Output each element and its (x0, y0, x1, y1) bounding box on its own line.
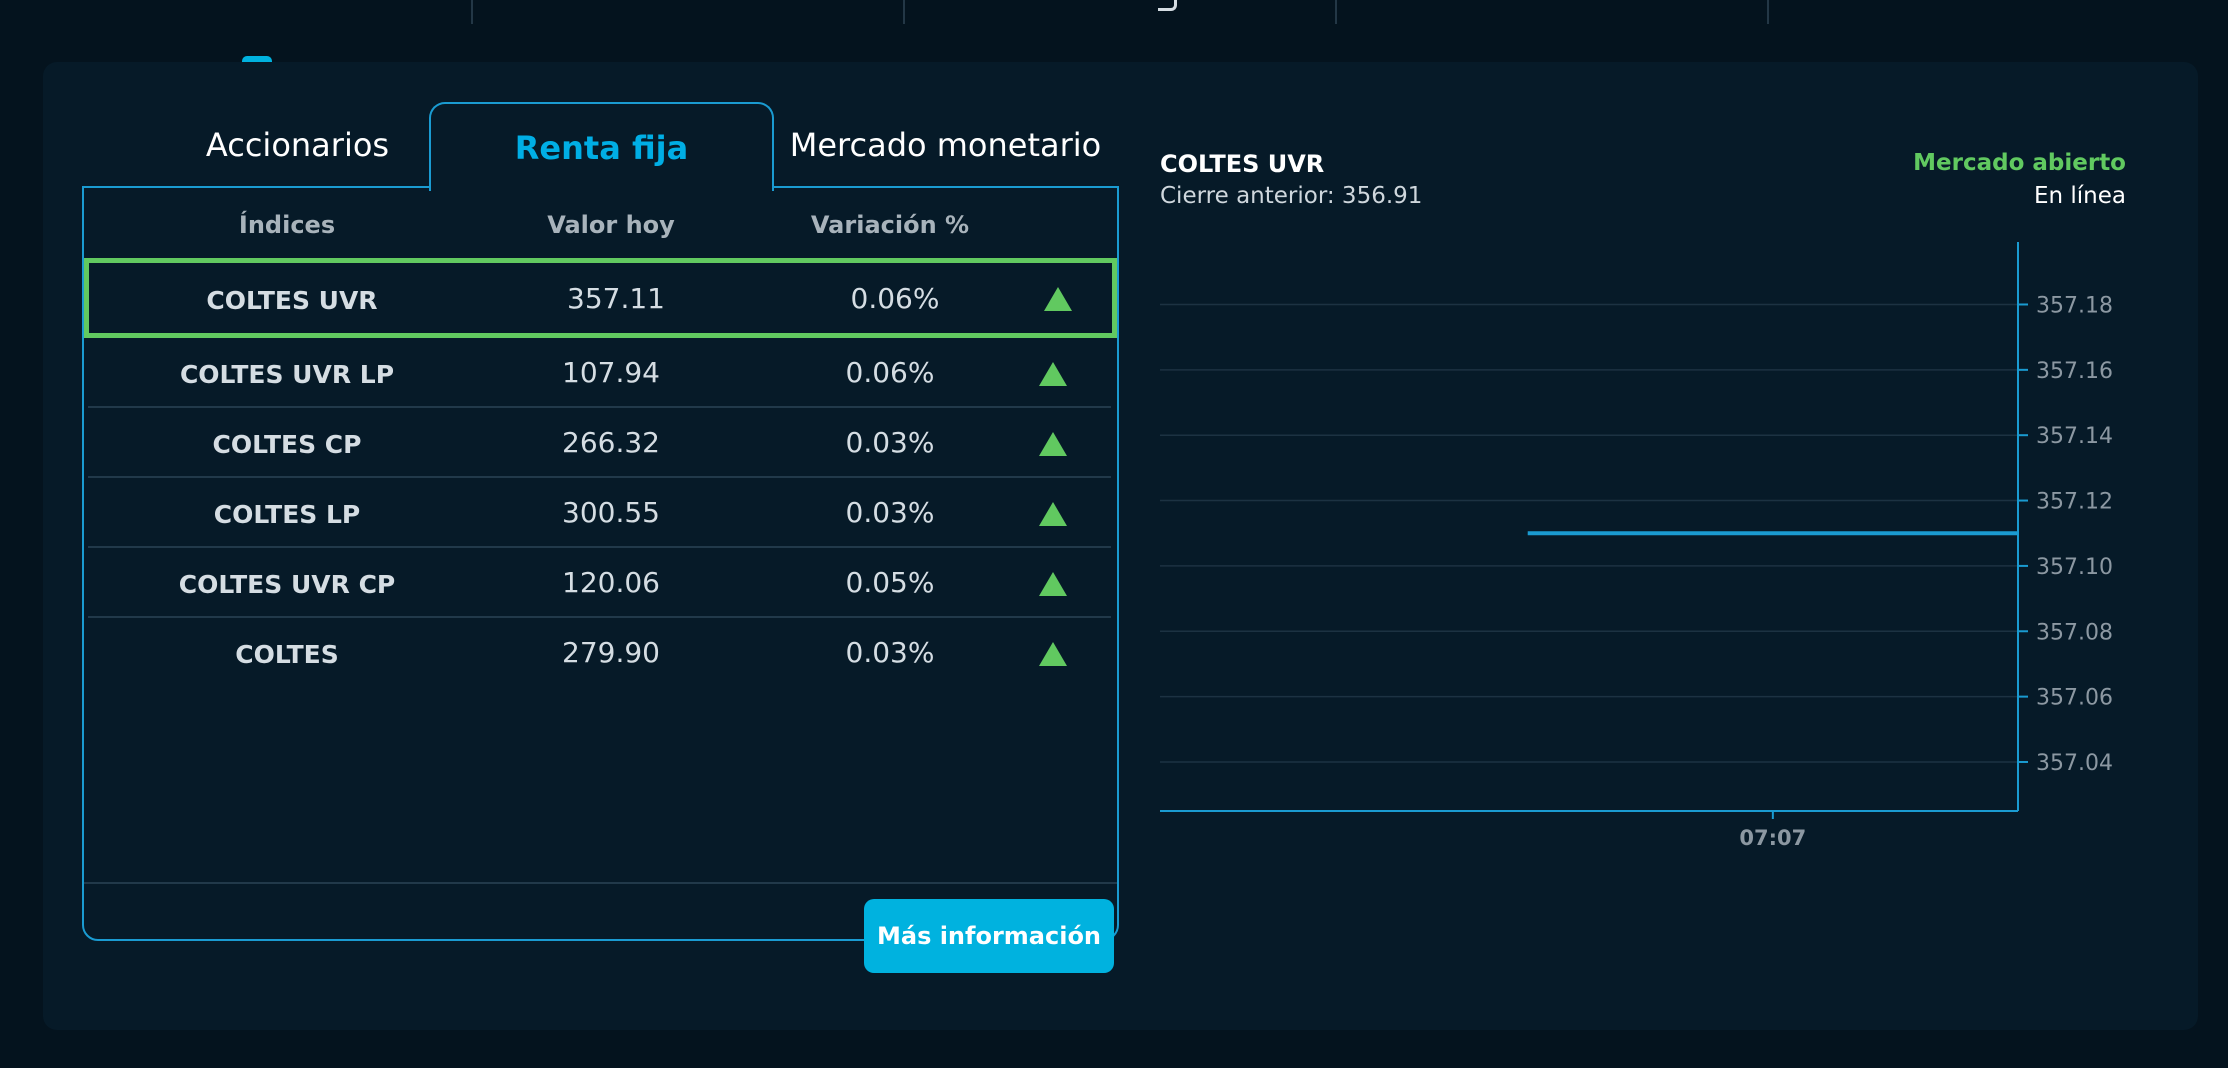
up-triangle-icon (1039, 642, 1067, 666)
active-nav-indicator (242, 56, 272, 66)
index-variation: 0.05% (845, 566, 935, 599)
index-name: COLTES CP (212, 430, 362, 459)
top-nav-divider (903, 0, 905, 24)
index-value: 279.90 (562, 636, 660, 669)
top-nav-divider (471, 0, 473, 24)
previous-close: Cierre anterior: 356.91 (1160, 183, 1423, 209)
tab-mercado-monetario[interactable]: Mercado monetario (789, 125, 1102, 164)
chart-index-title: COLTES UVR (1160, 150, 1325, 178)
up-triangle-icon (1039, 362, 1067, 386)
index-name: COLTES UVR (206, 286, 378, 315)
tab-accionarios[interactable]: Accionarios (205, 125, 390, 164)
index-value: 107.94 (562, 356, 660, 389)
top-nav-divider (1335, 0, 1337, 24)
table-footer-divider (84, 882, 1117, 884)
index-name: COLTES UVR CP (178, 570, 396, 599)
table-header: Índices Valor hoy Variación % (84, 188, 1117, 258)
table-row-selected[interactable]: COLTES UVR 357.11 0.06% (84, 258, 1117, 338)
y-tick-label: 357.10 (2036, 555, 2113, 580)
y-tick-label: 357.06 (2036, 686, 2113, 711)
index-value: 266.32 (562, 426, 660, 459)
more-info-button[interactable]: Más información (864, 899, 1114, 973)
index-name: COLTES LP (213, 500, 361, 529)
table-row[interactable]: COLTES UVR CP 120.06 0.05% (88, 548, 1111, 618)
up-triangle-icon (1044, 287, 1072, 311)
column-header-valor-hoy: Valor hoy (547, 211, 675, 239)
y-tick-label: 357.08 (2036, 620, 2113, 645)
up-triangle-icon (1039, 502, 1067, 526)
y-tick-label: 357.16 (2036, 359, 2113, 384)
index-value: 120.06 (562, 566, 660, 599)
index-value: 300.55 (562, 496, 660, 529)
top-nav-divider (1767, 0, 1769, 24)
tab-renta-fija[interactable]: Renta fija (429, 102, 774, 191)
column-header-variacion: Variación % (810, 211, 970, 239)
index-variation: 0.03% (845, 636, 935, 669)
up-triangle-icon (1039, 432, 1067, 456)
x-tick-label: 07:07 (1739, 826, 1806, 850)
index-variation: 0.03% (845, 496, 935, 529)
y-tick-label: 357.04 (2036, 751, 2113, 776)
connection-status: En línea (2033, 183, 2126, 209)
up-triangle-icon (1039, 572, 1067, 596)
index-name: COLTES (235, 640, 339, 669)
column-header-indices: Índices (238, 211, 336, 239)
index-name: COLTES UVR LP (179, 360, 395, 389)
y-tick-label: 357.12 (2036, 490, 2113, 515)
table-row[interactable]: COLTES LP 300.55 0.03% (88, 478, 1111, 548)
price-chart: 357.18 357.16 357.14 357.12 357.10 357.08 357.… (1160, 242, 2113, 850)
market-status: Mercado abierto (1913, 150, 2126, 176)
top-nav-fragment (1158, 0, 1177, 11)
y-tick-label: 357.18 (2036, 293, 2113, 318)
indices-table: Índices Valor hoy Variación % COLTES UVR… (82, 186, 1119, 973)
indices-card: Accionarios Renta fija Mercado monetario… (43, 62, 2198, 1030)
index-value: 357.11 (567, 282, 665, 315)
index-variation: 0.03% (845, 426, 935, 459)
table-row[interactable]: COLTES CP 266.32 0.03% (88, 408, 1111, 478)
table-row[interactable]: COLTES 279.90 0.03% (88, 618, 1111, 688)
index-variation: 0.06% (850, 282, 940, 315)
table-row[interactable]: COLTES UVR LP 107.94 0.06% (88, 338, 1111, 408)
y-tick-label: 357.14 (2036, 424, 2113, 449)
index-variation: 0.06% (845, 356, 935, 389)
